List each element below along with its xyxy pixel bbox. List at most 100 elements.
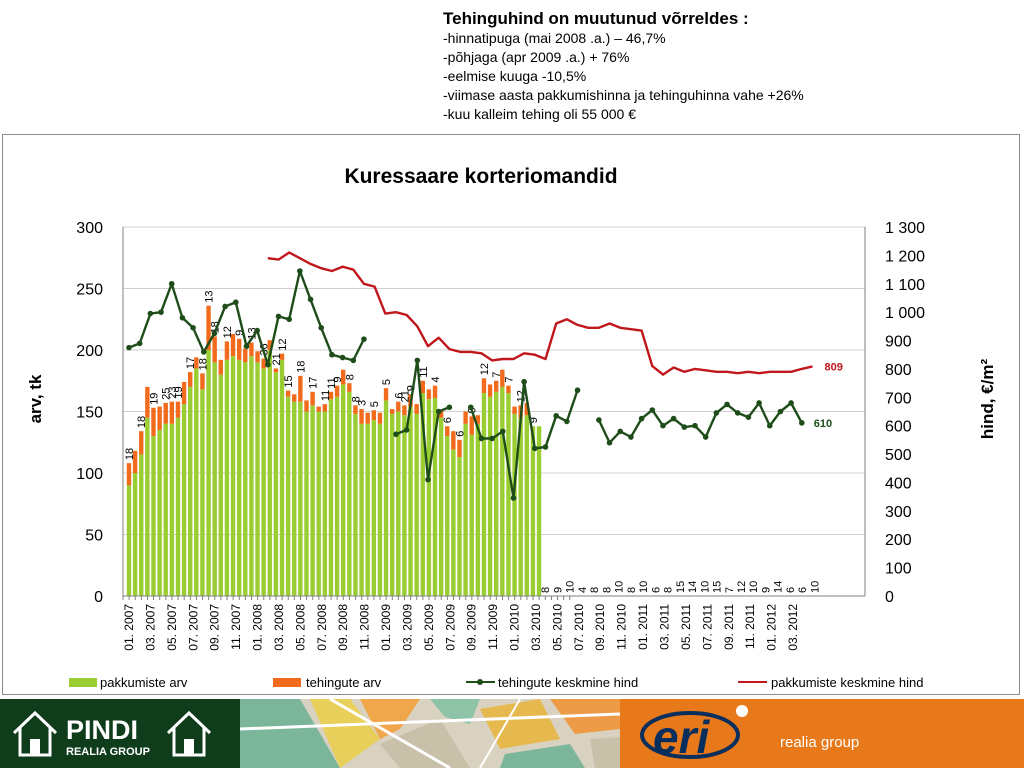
x-tick-label: 01. 2010 <box>508 604 522 651</box>
bar-deals <box>420 380 425 394</box>
x-tick-label: 11. 2011 <box>743 604 757 649</box>
bar-data-label: 14 <box>687 581 699 593</box>
bar-offers <box>359 423 364 596</box>
bar-deals <box>463 411 468 424</box>
deal-price-point <box>756 400 762 406</box>
bar-offers <box>249 356 254 596</box>
x-tick-label: 01. 2012 <box>765 604 779 651</box>
bar-offers <box>188 386 193 596</box>
bar-data-label: 18 <box>124 448 136 460</box>
y2-tick-label: 1 300 <box>885 220 925 237</box>
x-tick-label: 01. 2007 <box>122 604 136 651</box>
bar-offers <box>218 374 223 596</box>
bar-data-label: 5 <box>369 401 381 407</box>
deal-price-point <box>168 280 175 287</box>
bar-offers <box>298 401 303 596</box>
bar-offers <box>500 386 505 596</box>
x-tick-label: 01. 2009 <box>379 604 393 651</box>
bar-offers <box>341 384 346 596</box>
axes: 0 50 100 150 200 250 300 0 100 200 300 400 500 600 700… <box>76 220 925 651</box>
bar-deals <box>402 405 407 416</box>
bar-deals <box>438 410 444 418</box>
deal-price-point <box>499 428 506 435</box>
bar-offers <box>518 417 523 596</box>
bar-deals <box>157 406 162 430</box>
bar-offers <box>310 405 315 596</box>
bar-deals <box>389 409 395 414</box>
y2-tick-label: 900 <box>885 334 912 351</box>
bar-deals <box>255 351 260 363</box>
deal-price-point <box>200 349 207 355</box>
deal-price-point <box>158 309 164 315</box>
deal-price-point <box>211 330 218 337</box>
deal-price-point <box>628 434 634 440</box>
summary-notes: Tehinguhind on muutunud võrreldes : -hin… <box>443 8 1013 124</box>
bar-deals <box>163 402 168 424</box>
deal-price-point <box>222 303 228 310</box>
bar-data-label: 6 <box>797 587 809 593</box>
bar-data-label: 8 <box>589 587 601 593</box>
x-tick-label: 07. 2009 <box>443 604 457 651</box>
bar-deals <box>475 415 481 424</box>
y2-tick-label: 700 <box>885 390 912 407</box>
bar-data-label: 8 <box>350 396 362 402</box>
bar-data-label: 9 <box>552 587 564 593</box>
deal-price-point <box>243 343 250 350</box>
bar-deals <box>506 385 511 394</box>
bar-data-label: 11 <box>418 366 430 377</box>
x-tick-label: 01. 2011 <box>636 604 650 650</box>
bar-deals <box>279 353 285 360</box>
bar-deals <box>512 406 517 414</box>
x-tick-label: 03. 2007 <box>143 604 157 651</box>
bar-data-label: 6 <box>785 587 797 593</box>
bar-data-label: 19 <box>173 386 185 398</box>
bar-data-label: 13 <box>204 290 216 302</box>
x-tick-label: 03. 2010 <box>529 604 543 651</box>
deal-price-point <box>147 310 154 317</box>
bar-data-label: 8 <box>663 587 675 593</box>
deal-price-point <box>692 422 698 429</box>
y-tick-label: 200 <box>76 343 103 360</box>
bar-deals <box>132 450 138 473</box>
legend-label-deals: tehingute arv <box>306 675 382 690</box>
deal-price-point <box>702 434 709 440</box>
bar-data-label: 12 <box>736 581 748 593</box>
deal-price-point <box>190 324 196 331</box>
y-tick-label: 100 <box>76 466 103 483</box>
bar-offers <box>481 393 487 596</box>
series-end-label: 809 <box>824 361 842 373</box>
deal-price-point <box>713 410 720 416</box>
bar-deals <box>151 407 156 437</box>
bar-offers <box>371 420 376 596</box>
bar-deals <box>175 401 181 418</box>
deal-price-point <box>275 313 282 320</box>
y2-tick-label: 500 <box>885 447 912 464</box>
deal-price-point <box>446 404 453 411</box>
deal-price-point <box>617 428 624 435</box>
bar-deals <box>322 404 328 412</box>
x-tick-label: 11. 2009 <box>486 604 500 650</box>
x-tick-label: 03. 2012 <box>786 604 800 651</box>
bar-deals <box>481 378 487 394</box>
deal-price-point <box>574 387 581 394</box>
bar-offers <box>181 404 187 596</box>
bar-data-label: 8 <box>540 587 552 593</box>
summary-line: -hinnatipuga (mai 2008 .a.) – 46,7% <box>443 30 666 46</box>
bar-offers <box>353 413 358 596</box>
bar-deals <box>292 394 297 402</box>
bar-data-label: 8 <box>344 374 356 380</box>
bar-offers <box>175 417 181 596</box>
bar-offers <box>224 359 230 596</box>
x-tick-label: 05. 2009 <box>422 604 436 651</box>
bar-data-label: 10 <box>638 581 650 593</box>
x-tick-label: 09. 2008 <box>336 604 350 651</box>
bar-offers <box>236 359 242 596</box>
bar-offers <box>200 389 205 596</box>
y-tick-label: 0 <box>94 589 103 606</box>
bar-data-label: 12 <box>479 363 491 375</box>
bar-data-label: 10 <box>809 581 821 593</box>
bar-deals <box>414 404 419 414</box>
bars <box>126 305 542 596</box>
